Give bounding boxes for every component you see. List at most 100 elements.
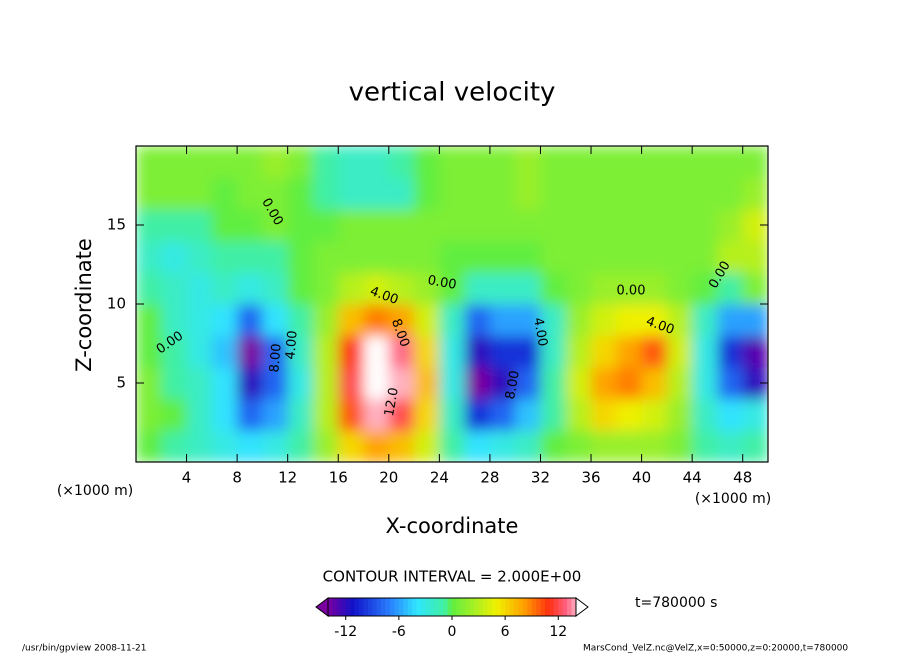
cell (515, 146, 541, 179)
cell (439, 240, 466, 273)
colorbar-swatch (545, 598, 550, 616)
cell (742, 398, 768, 431)
cell (439, 398, 466, 431)
footer-left: /usr/bin/gpview 2008-11-21 (22, 644, 146, 654)
cell (414, 335, 440, 368)
contour-label: 12.0 (382, 386, 402, 417)
colorbar-swatch (354, 598, 360, 616)
colorbar: -12 -6 0 6 12 (315, 597, 589, 640)
colorbar-swatch (549, 598, 555, 616)
cell (388, 272, 415, 305)
cell (161, 304, 188, 337)
cell (363, 398, 390, 431)
cell (692, 335, 718, 368)
colorbar-swatch (558, 598, 564, 616)
cell (388, 367, 415, 400)
cell (591, 430, 617, 462)
colorbar-swatch (345, 598, 351, 616)
cell (237, 398, 263, 431)
colorbar-swatch (443, 598, 448, 616)
contour-label: 0.00 (426, 273, 457, 293)
cell (439, 272, 466, 305)
cell (136, 304, 162, 337)
cell (565, 240, 592, 273)
contour-label: 8.00 (267, 343, 284, 373)
cell (540, 177, 567, 210)
colorbar-tick-label: -6 (392, 624, 406, 640)
cell (312, 304, 339, 337)
cell (641, 177, 668, 210)
cell (338, 398, 365, 431)
cell (363, 146, 390, 179)
cell (641, 335, 668, 368)
cell (515, 367, 541, 400)
contour-label: 8.00 (503, 369, 523, 400)
colorbar-swatch (505, 598, 510, 616)
colorbar-swatch (518, 598, 524, 616)
cell (540, 430, 567, 462)
colorbar-swatch (487, 598, 493, 616)
cell (161, 240, 188, 273)
cell (515, 304, 541, 337)
time-label: t=780000 s (635, 595, 717, 611)
colorbar-swatch (421, 598, 426, 616)
cell (742, 430, 768, 462)
colorbar-swatch (416, 598, 422, 616)
colorbar-swatch (553, 598, 559, 616)
cell (565, 177, 592, 210)
cell (489, 398, 516, 431)
cell (262, 272, 289, 305)
cell (287, 430, 314, 462)
colorbar-swatch (474, 598, 479, 616)
colorbar-swatch (531, 598, 537, 616)
cell (211, 398, 238, 431)
x-tick-label: 44 (683, 469, 702, 487)
cell (414, 367, 440, 400)
colorbar-swatch (536, 598, 541, 616)
cell (338, 430, 365, 462)
cell (161, 272, 188, 305)
colorbar-swatch (328, 598, 333, 616)
cell (616, 304, 643, 337)
cell (363, 177, 390, 210)
cell (287, 240, 314, 273)
x-tick-label: 4 (182, 469, 192, 487)
colorbar-swatch (434, 598, 440, 616)
cell (489, 177, 516, 210)
cell (312, 146, 339, 179)
cell (363, 304, 390, 337)
cell (515, 209, 541, 242)
cell (692, 367, 718, 400)
cell (742, 335, 768, 368)
cell (388, 177, 415, 210)
cell (186, 240, 213, 273)
cell (591, 146, 617, 179)
cell (641, 430, 668, 462)
cell (540, 398, 567, 431)
cell (262, 335, 289, 368)
cell (464, 398, 491, 431)
y-tick-label: 5 (116, 374, 126, 392)
cell (742, 240, 768, 273)
cell (464, 209, 491, 242)
colorbar-extension (575, 597, 589, 617)
cell (591, 209, 617, 242)
colorbar-extension (315, 597, 329, 617)
cell (591, 367, 617, 400)
axis-unit: (×1000 m) (695, 491, 771, 507)
colorbar-tick-label: 12 (549, 624, 567, 640)
cell (211, 367, 238, 400)
cell (742, 177, 768, 210)
cell (666, 272, 693, 305)
cell (489, 335, 516, 368)
cell (338, 304, 365, 337)
colorbar-swatch (567, 598, 572, 616)
cell (237, 335, 263, 368)
cell (489, 146, 516, 179)
cell (388, 209, 415, 242)
x-tick-label: 8 (232, 469, 242, 487)
colorbar-swatch (478, 598, 484, 616)
cell (211, 240, 238, 273)
cell (186, 430, 213, 462)
colorbar-swatch (381, 598, 386, 616)
